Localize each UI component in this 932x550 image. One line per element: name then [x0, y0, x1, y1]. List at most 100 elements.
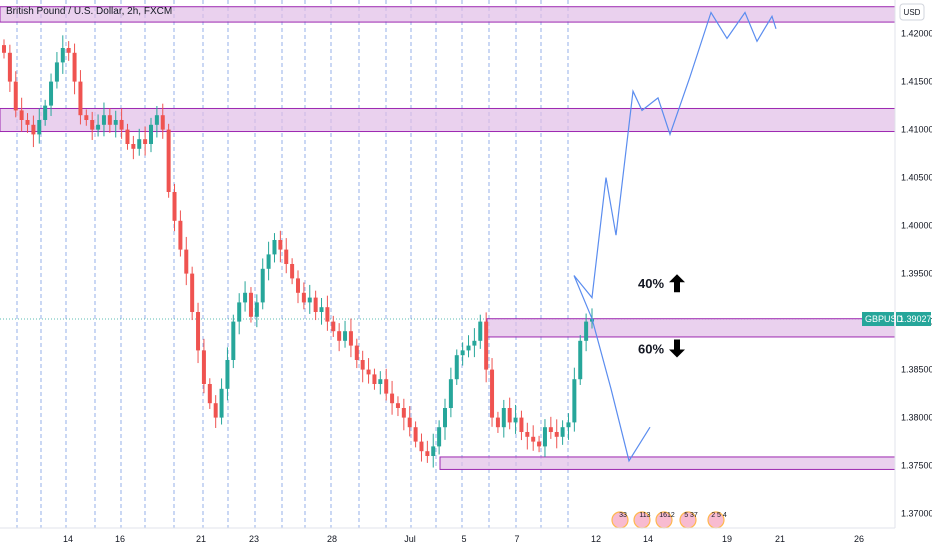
candle-body — [219, 388, 224, 418]
time-tick-label: 16 — [115, 534, 125, 544]
candle-body — [2, 45, 6, 53]
candle-body — [7, 52, 12, 82]
time-tick-label: 23 — [249, 534, 259, 544]
candle-body — [390, 393, 395, 404]
candle-body — [119, 120, 124, 130]
candle-body — [360, 360, 365, 370]
time-tick-label: 21 — [775, 534, 785, 544]
candle-body — [372, 374, 377, 384]
time-tick-label: 5 — [461, 534, 466, 544]
price-tick-label: 1.40000 — [901, 221, 932, 231]
time-axis[interactable]: 14 16 21 23 28 Jul 5 7 12 14 19 21 26 — [0, 527, 895, 544]
candle-body — [584, 321, 589, 341]
probability-annotations: 40% 60% — [638, 274, 685, 358]
candle-body — [537, 441, 542, 447]
candle-body — [484, 321, 489, 370]
candle-body — [237, 302, 242, 322]
zone-rect — [0, 107, 896, 133]
candle-body — [49, 81, 54, 106]
candle-body — [331, 321, 336, 332]
candle-body — [437, 427, 442, 447]
candle-body — [472, 340, 477, 346]
event-label: 5 37 — [684, 512, 698, 519]
candle-body — [207, 384, 212, 404]
candle-body — [31, 124, 36, 135]
event-label: 1612 — [659, 512, 675, 519]
candle-body — [348, 331, 353, 346]
time-tick-label: 19 — [722, 534, 732, 544]
candle-body — [149, 124, 153, 144]
candle-body — [90, 120, 95, 130]
candle-body — [43, 105, 48, 120]
arrow-down-icon — [669, 339, 685, 358]
currency-button[interactable] — [899, 3, 925, 21]
time-tick-label: 28 — [327, 534, 337, 544]
projection-up-path — [573, 11, 777, 319]
candle-body — [513, 417, 518, 423]
candle-body — [243, 292, 248, 303]
candle-body — [172, 192, 177, 221]
candle-body — [490, 369, 495, 418]
candle-body — [266, 254, 271, 269]
candle-body — [260, 268, 265, 303]
price-axis[interactable]: 1.42000 1.41500 1.41000 1.40500 1.40000 1.395… — [862, 0, 932, 528]
candle-body — [166, 129, 171, 192]
zone-rect — [439, 456, 896, 470]
candle-body — [290, 264, 295, 279]
candle-body — [213, 403, 218, 418]
time-tick-label: 26 — [854, 534, 864, 544]
symbol-tag — [862, 312, 894, 327]
arrow-up-icon — [669, 274, 685, 293]
candle-body — [284, 249, 289, 264]
candle-body — [478, 321, 483, 341]
candle-body — [160, 115, 165, 130]
candle-body — [101, 115, 106, 125]
candle-body — [578, 340, 583, 380]
candle-body — [201, 350, 206, 384]
candle-body — [519, 417, 524, 432]
candle-body — [254, 302, 259, 317]
candle-body — [531, 436, 536, 442]
candle-body — [343, 331, 348, 341]
candle-body — [448, 379, 453, 408]
time-tick-label: 12 — [591, 534, 601, 544]
candle-body — [154, 115, 159, 125]
candle-body — [125, 129, 130, 144]
candle-body — [325, 307, 330, 322]
candle-body — [72, 52, 77, 82]
price-tick-label: 1.42000 — [901, 29, 932, 39]
candle-body — [25, 120, 30, 125]
candle-body — [507, 408, 512, 423]
currency-label: USD — [904, 8, 921, 17]
price-tick-label: 1.37500 — [901, 461, 932, 471]
candle-body — [378, 379, 383, 384]
candle-body — [431, 446, 436, 456]
annotation-label: 60% — [638, 341, 664, 356]
event-label: 33 — [619, 512, 627, 519]
event-label: 2 5 4 — [711, 512, 727, 519]
candle-body — [78, 81, 83, 116]
candle-body — [296, 278, 300, 293]
candle-body — [554, 432, 559, 437]
candle-body — [143, 139, 148, 144]
candle-body — [19, 110, 24, 120]
zone-rect — [486, 318, 896, 338]
candle-body — [495, 417, 500, 428]
candle-body — [313, 297, 318, 312]
price-tick-label: 1.41000 — [901, 125, 932, 135]
candle-body — [319, 307, 324, 312]
candle-body — [13, 81, 18, 111]
candle-body — [107, 115, 112, 125]
candle-body — [178, 220, 183, 250]
candle-body — [337, 331, 342, 341]
candle-body — [566, 422, 571, 428]
economic-events: 33 113 1612 5 37 2 5 4 — [611, 511, 727, 529]
candle-body — [272, 240, 277, 255]
price-tick-label: 1.39500 — [901, 269, 932, 279]
candle-body — [443, 408, 447, 428]
candle-body — [460, 350, 465, 356]
candle-body — [54, 62, 59, 82]
time-tick-label: 14 — [63, 534, 73, 544]
candle-body — [425, 451, 430, 456]
